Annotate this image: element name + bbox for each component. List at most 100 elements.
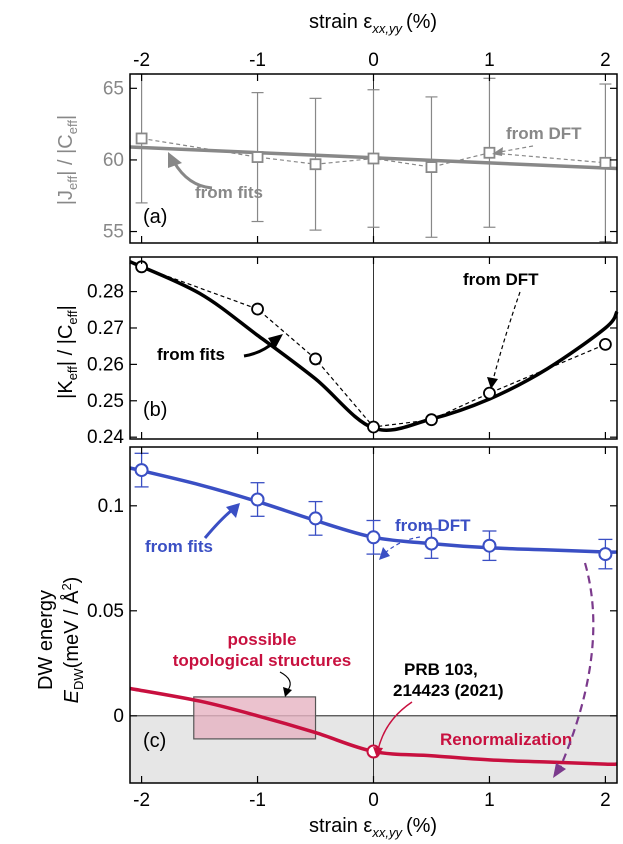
panel-a-ytick-label: 55 — [103, 222, 124, 243]
panel-c-xtick-label-bottom: 2 — [600, 790, 611, 811]
panel-c-arrow-prb-head — [373, 747, 383, 758]
panel-c-ylabel-sup: 2 — [59, 583, 74, 590]
panel-c-ylabel-line1: DW energy — [35, 590, 57, 690]
panel-c-dft-point — [308, 511, 323, 526]
panel-b-ytick-label: 0.24 — [87, 427, 124, 448]
panel-c-arrow-renorm-head — [553, 763, 566, 778]
panel-a-dft-point — [425, 161, 438, 173]
panel-b-fit-line — [129, 260, 619, 432]
panel-b-arrow-dft-head — [487, 377, 498, 389]
panel-c-xtick-label-bottom: -1 — [249, 790, 266, 811]
top-axis-title-main: strain ε — [309, 11, 372, 33]
panel-b-tag: (b) — [143, 399, 167, 421]
panel-b-arrow-fits — [243, 340, 276, 358]
panel-c-arrow-topo — [279, 671, 291, 691]
panel-a-dft-point — [367, 152, 380, 165]
panel-b-ann-fits: from fits — [157, 345, 225, 364]
panel-a-arrow-dft — [499, 145, 534, 153]
panel-a-arrow-fits — [172, 161, 213, 190]
panel-c-dft-series — [134, 452, 613, 570]
top-axis-title-sub: xx,yy — [371, 21, 403, 36]
panel-c-dft-point — [134, 463, 149, 478]
panel-c-fit — [129, 466, 618, 554]
panel-c-arrow-fits-head — [226, 503, 240, 518]
bottom-axis-title-unit: (%) — [406, 815, 437, 837]
panel-a-xtick-label-top: 0 — [368, 50, 379, 71]
panel-a-dft-point — [135, 132, 148, 145]
panel-c-dft-point — [482, 538, 497, 553]
panel-c-axes: -2 -1 0 1 2 0 0.05 0.1 — [87, 446, 618, 811]
bottom-axis-title-sub: xx,yy — [371, 825, 403, 840]
panel-c-ann-prb1: PRB 103, — [404, 660, 478, 679]
panel-a-arrow-dft-head — [492, 147, 503, 156]
panel-c-arrow-dft — [384, 536, 421, 554]
panel-a-ylabel-p4: | — [55, 115, 77, 120]
panel-c-renorm-curve — [129, 686, 618, 767]
panel-b-ylabel-p4: | — [55, 305, 77, 310]
panel-c-ylabel-close: ) — [61, 577, 83, 584]
panel-b-ylabel-p1: eff — [65, 366, 80, 381]
panel-b-dft-point — [309, 352, 322, 366]
panel-c-xtick-label-bottom: 0 — [368, 790, 379, 811]
panel-a-dft-point — [309, 158, 322, 171]
panel-a-ylabel: |Jeff| / |Ceff| — [55, 115, 80, 205]
panel-b-ylabel-p0: |K — [55, 380, 77, 399]
panel-c-ytick-label: 0 — [113, 706, 124, 727]
panel-c-ylabel-line2: EDW(meV / Å2) — [59, 577, 86, 704]
panel-a-xtick-label-top: -1 — [249, 50, 266, 71]
panel-b-dft-point — [483, 386, 496, 400]
panel-a-ylabel-p3: eff — [65, 120, 80, 135]
panel-b-ann-dft: from DFT — [463, 270, 539, 289]
panel-c-renorm — [129, 686, 618, 767]
panel-c-ann-topo: topological structures — [173, 651, 352, 670]
panel-a-ytick-label: 60 — [103, 150, 124, 171]
panel-b-ylabel: |Keff| / |Ceff| — [55, 305, 80, 399]
panel-c-ann-dft: from DFT — [395, 516, 471, 535]
panel-b-ylabel-p3: eff — [65, 310, 80, 325]
panel-a-ann-dft: from DFT — [506, 124, 582, 143]
bottom-axis-title: strain εxx,yy (%) — [309, 815, 437, 840]
panel-a-xtick-label-top: 2 — [600, 50, 611, 71]
top-axis-title: strain εxx,yy (%) — [309, 11, 437, 36]
panel-b-arrow-dft — [492, 291, 521, 381]
panel-a-ylabel-p0: |J — [55, 190, 77, 205]
panel-a-dft-point — [483, 146, 496, 159]
panel-b-ylabel-p2: | / |C — [55, 325, 77, 367]
panel-b-dft-series — [135, 260, 612, 434]
panel-b-dft-point — [599, 337, 612, 351]
panel-b-dft-point — [367, 420, 380, 434]
panel-a-ytick-label: 65 — [103, 78, 124, 99]
panel-a-ylabel-p1: eff — [65, 175, 80, 190]
panel-c-ylabel-E: E — [61, 689, 83, 703]
panel-c-arrow-dft-head — [379, 547, 390, 560]
panel-c-dft-point — [424, 536, 439, 551]
panel-a-xtick-label-top: 1 — [484, 50, 495, 71]
panel-b-arrow-fits-head — [268, 334, 283, 349]
panel-c-fit-curve — [129, 466, 618, 554]
panel-a-tag: (a) — [143, 206, 167, 228]
panel-c-ytick-label: 0.05 — [87, 601, 124, 622]
panel-a-xtick-label-top: -2 — [133, 50, 150, 71]
panel-c-arrow-prb — [377, 701, 413, 751]
panel-c-dft-point — [598, 547, 613, 562]
panel-c-xtick-label-bottom: -2 — [133, 790, 150, 811]
panel-a-dft-point — [599, 156, 612, 169]
panel-c-ylabel-unit: (meV / Å — [60, 590, 83, 668]
panel-b-axes: 0.24 0.25 0.26 0.27 0.28 — [87, 256, 618, 448]
panel-c-arrow-fits — [203, 508, 233, 539]
panel-c-tag: (c) — [143, 730, 166, 752]
panel-c-ann-possible: possible — [228, 630, 297, 649]
panel-c-dft-point — [250, 492, 265, 507]
panel-b-ytick-label: 0.28 — [87, 282, 124, 303]
panel-b-ytick-label: 0.25 — [87, 391, 124, 412]
panel-c-xtick-label-bottom: 1 — [484, 790, 495, 811]
panel-a-dft-series — [135, 73, 612, 243]
panel-c-arrow-topo-head — [283, 687, 292, 697]
panel-c-dft-point — [366, 530, 381, 545]
top-axis-title-unit: (%) — [406, 11, 437, 33]
panel-c-ylabel-sub: DW — [71, 668, 86, 690]
panel-a-arrow-fits-head — [168, 152, 182, 168]
panel-b-ytick-label: 0.27 — [87, 318, 124, 339]
